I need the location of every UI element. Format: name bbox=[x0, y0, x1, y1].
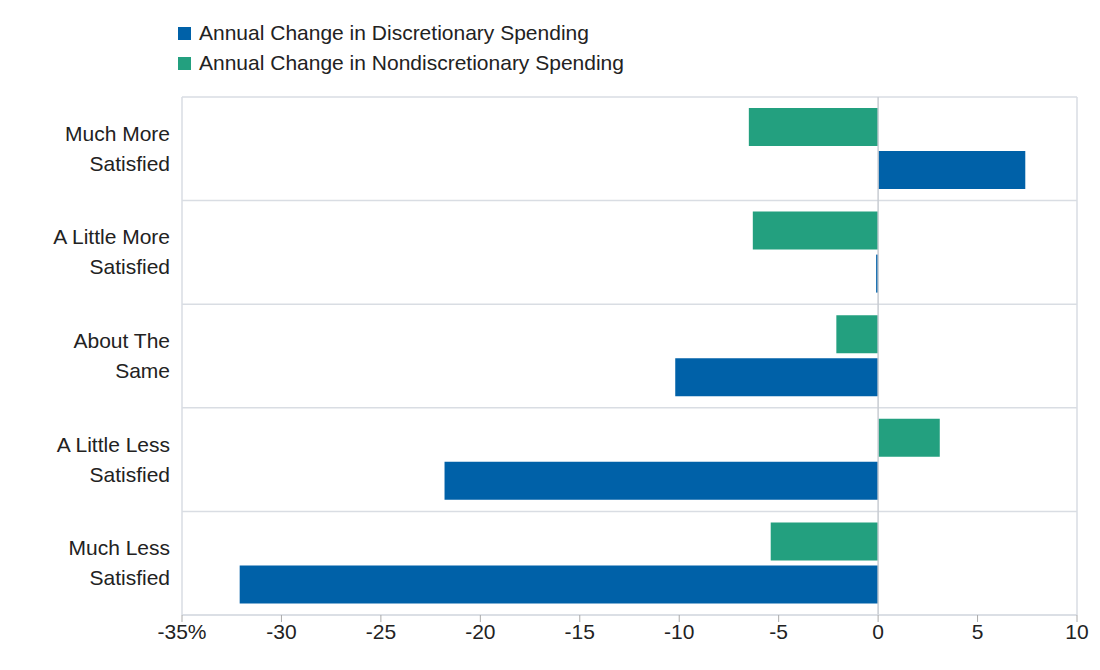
svg-text:-15: -15 bbox=[565, 620, 595, 643]
svg-text:-5: -5 bbox=[769, 620, 788, 643]
svg-text:A Little LessSatisfied: A Little LessSatisfied bbox=[57, 433, 170, 486]
svg-text:0: 0 bbox=[872, 620, 884, 643]
svg-text:-35%: -35% bbox=[157, 620, 206, 643]
svg-text:5: 5 bbox=[972, 620, 984, 643]
svg-text:-25: -25 bbox=[366, 620, 396, 643]
svg-text:Much LessSatisfied: Much LessSatisfied bbox=[68, 536, 170, 589]
svg-text:-20: -20 bbox=[465, 620, 495, 643]
svg-text:-10: -10 bbox=[664, 620, 694, 643]
svg-text:About TheSame: About TheSame bbox=[73, 329, 170, 382]
svg-text:10: 10 bbox=[1065, 620, 1088, 643]
svg-text:A Little MoreSatisfied: A Little MoreSatisfied bbox=[53, 225, 170, 278]
svg-text:Much MoreSatisfied: Much MoreSatisfied bbox=[65, 122, 170, 175]
html-text:Annual Change in Discretionary: Annual Change in Discretionary Spending bbox=[199, 21, 589, 44]
svg-text:-30: -30 bbox=[266, 620, 296, 643]
html-text:Annual Change in Nondiscretion: Annual Change in Nondiscretionary Spendi… bbox=[199, 51, 624, 74]
